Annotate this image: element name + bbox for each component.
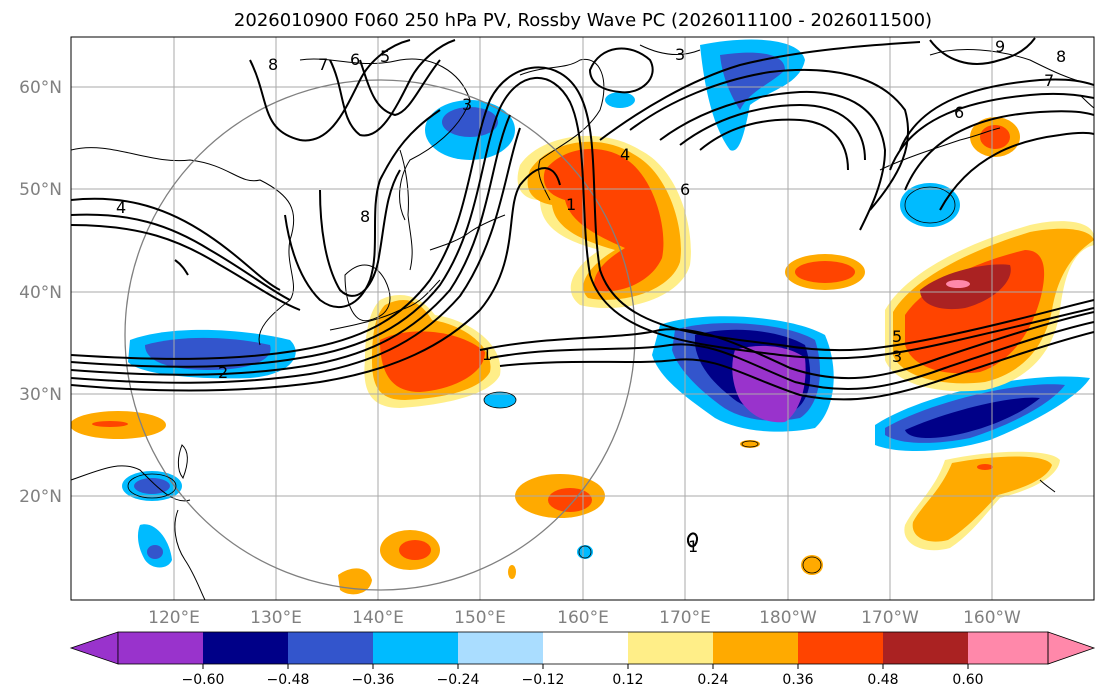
lon-tick-label: 160°W [963,608,1021,628]
contour-label: 1 [482,345,492,364]
lon-tick-label: 160°E [557,608,609,628]
lat-tick-label: 50°N [19,180,62,200]
map-panel: 8 7 6 5 3 4 8 2 1 1 4 6 3 9 8 7 6 5 3 1 [71,37,1094,600]
anomaly-outlines [127,186,956,574]
contour-label: 7 [1044,71,1054,90]
lon-tick-label: 180°W [759,608,817,628]
contour-label: 8 [360,207,370,226]
lon-axis: 120°E 130°E 140°E 150°E 160°E 170°E 180°… [148,608,1021,628]
colorbar-seg [288,632,373,664]
lat-tick-label: 60°N [19,78,62,98]
contour-label: 3 [892,347,902,366]
colorbar-seg [713,632,798,664]
colorbar-seg [458,632,543,664]
lat-axis: 60°N 50°N 40°N 30°N 20°N [19,78,62,507]
colorbar-seg [373,632,458,664]
colorbar-seg [798,632,883,664]
colorbar-tick-label: −0.36 [352,672,395,688]
colorbar-seg [883,632,968,664]
colorbar-seg [968,632,1048,664]
lon-tick-label: 140°E [352,608,404,628]
contour-label: 1 [566,195,576,214]
colorbar-tick-label: 0.36 [782,672,813,688]
lon-tick-label: 130°E [250,608,302,628]
map-frame [70,36,1095,601]
colorbar-tick-label: 0.60 [952,672,983,688]
colorbar-tick-label: −0.60 [182,672,225,688]
lat-tick-label: 40°N [19,283,62,303]
contour-label: 3 [462,95,472,114]
lon-tick-label: 150°E [454,608,506,628]
neg-anomaly-aleutian [900,183,960,227]
lon-tick-label: 170°E [659,608,711,628]
contour-label: 8 [268,55,278,74]
contour-labels: 8 7 6 5 3 4 8 2 1 1 4 6 3 9 8 7 6 5 3 1 [116,37,1066,556]
colorbar-tick-label: 0.12 [612,672,643,688]
contour-label: 5 [380,47,390,66]
colorbar-tick-label: −0.48 [267,672,310,688]
colorbar-arrow-low [69,631,119,665]
pv-contours [71,37,1094,548]
contour-label: 5 [892,327,902,346]
contour-label: 3 [675,45,685,64]
contour-label: 9 [995,37,1005,56]
contour-label: 7 [318,55,328,74]
contour-label: 1 [688,537,698,556]
colorbar-tick-label: −0.12 [522,672,565,688]
colorbar-tick-label: −0.24 [437,672,480,688]
contour-label: 2 [218,363,228,382]
colorbar-arrow-high [1047,631,1096,665]
lon-tick-label: 120°E [148,608,200,628]
contour-label: 4 [620,145,630,164]
contour-label: 6 [954,103,964,122]
colorbar-seg [203,632,288,664]
colorbar-tick-label: 0.24 [697,672,728,688]
colorbar-seg [118,632,203,664]
lat-tick-label: 20°N [19,487,62,507]
contour-label: 6 [350,50,360,69]
chart-title: 2026010900 F060 250 hPa PV, Rossby Wave … [234,10,932,31]
lon-tick-label: 170°W [861,608,919,628]
contour-label: 6 [680,180,690,199]
colorbar-tick-label: 0.48 [867,672,898,688]
colorbar: −0.60 −0.48 −0.36 −0.24 −0.12 0.12 0.24 … [69,631,1096,688]
contour-label: 4 [116,198,126,217]
contour-label: 8 [1056,47,1066,66]
lat-tick-label: 30°N [19,385,62,405]
colorbar-seg [628,632,713,664]
colorbar-seg [543,632,628,664]
coastlines [71,44,1094,600]
